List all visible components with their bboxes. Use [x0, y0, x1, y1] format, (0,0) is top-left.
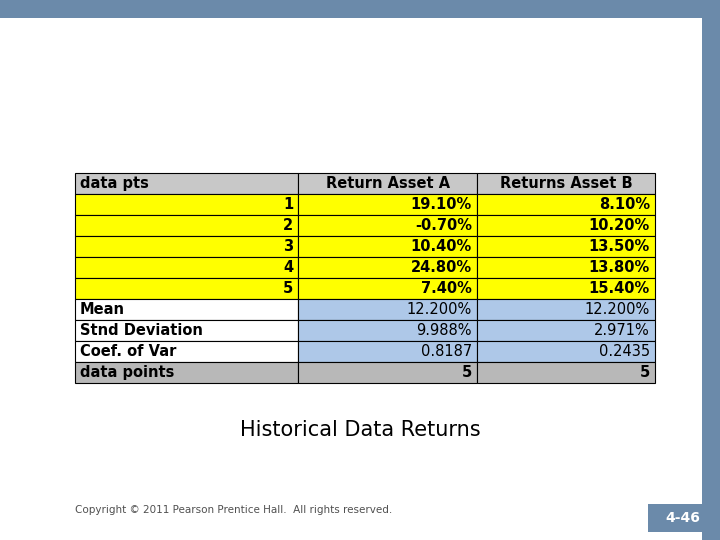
Text: 19.10%: 19.10% [410, 197, 472, 212]
Text: Copyright © 2011 Pearson Prentice Hall.  All rights reserved.: Copyright © 2011 Pearson Prentice Hall. … [75, 505, 392, 515]
Text: 8.10%: 8.10% [599, 197, 650, 212]
Bar [298, 194, 477, 215]
Text: Mean: Mean [80, 302, 125, 317]
Text: 5: 5 [462, 365, 472, 380]
Text: 3: 3 [283, 239, 293, 254]
Text: 15.40%: 15.40% [589, 281, 650, 296]
Text: 0.2435: 0.2435 [599, 344, 650, 359]
Text: 7.40%: 7.40% [421, 281, 472, 296]
Bar [298, 320, 477, 341]
Text: 4: 4 [283, 260, 293, 275]
Text: 2.971%: 2.971% [594, 323, 650, 338]
Bar [298, 257, 477, 278]
Bar [75, 341, 298, 362]
Bar [477, 278, 655, 299]
Text: -0.70%: -0.70% [415, 218, 472, 233]
Bar [75, 236, 298, 257]
Bar [298, 173, 477, 194]
Bar [477, 173, 655, 194]
Text: 12.200%: 12.200% [407, 302, 472, 317]
Bar [298, 299, 477, 320]
Text: 10.20%: 10.20% [589, 218, 650, 233]
Text: 4-46: 4-46 [665, 511, 701, 525]
Text: 10.40%: 10.40% [410, 239, 472, 254]
Text: 13.80%: 13.80% [589, 260, 650, 275]
Text: 0.8187: 0.8187 [420, 344, 472, 359]
Text: 24.80%: 24.80% [411, 260, 472, 275]
Bar [477, 341, 655, 362]
Bar [75, 257, 298, 278]
Bar [298, 362, 477, 383]
Bar [477, 299, 655, 320]
Text: 5: 5 [640, 365, 650, 380]
Bar [298, 215, 477, 236]
Bar [75, 362, 298, 383]
Bar [75, 278, 298, 299]
Bar [298, 278, 477, 299]
Text: 12.200%: 12.200% [585, 302, 650, 317]
Text: 9.988%: 9.988% [416, 323, 472, 338]
Bar [477, 320, 655, 341]
Bar [75, 173, 298, 194]
Text: 13.50%: 13.50% [589, 239, 650, 254]
Bar [477, 362, 655, 383]
Text: data pts: data pts [80, 176, 149, 191]
Bar [477, 194, 655, 215]
Bar [298, 236, 477, 257]
Bar [477, 236, 655, 257]
Bar [75, 299, 298, 320]
Text: Return Asset A: Return Asset A [325, 176, 450, 191]
Bar [75, 215, 298, 236]
Bar [75, 194, 298, 215]
Text: 1: 1 [283, 197, 293, 212]
Bar [477, 257, 655, 278]
Bar [477, 215, 655, 236]
Text: Coef. of Var: Coef. of Var [80, 344, 176, 359]
Bar [75, 320, 298, 341]
Text: data points: data points [80, 365, 174, 380]
Text: Stnd Deviation: Stnd Deviation [80, 323, 203, 338]
Text: Returns Asset B: Returns Asset B [500, 176, 632, 191]
Bar [0, 0, 720, 18]
Text: Historical Data Returns: Historical Data Returns [240, 420, 480, 440]
Bar [298, 341, 477, 362]
Bar [702, 0, 720, 540]
Text: 5: 5 [283, 281, 293, 296]
Bar [648, 504, 718, 532]
Text: 2: 2 [283, 218, 293, 233]
